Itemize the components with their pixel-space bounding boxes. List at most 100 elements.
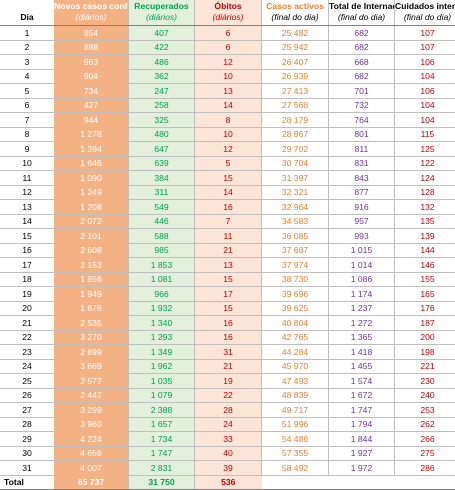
cell-internados: 811 [329,142,395,157]
cell-obitos: 14 [195,185,262,200]
cell-internados: 1 672 [329,388,395,403]
cell-internados: 1 418 [329,345,395,360]
cell-confirmados: 2 608 [54,243,129,258]
cell-dia: 8 [0,127,54,142]
cell-dia: 3 [0,55,54,70]
cell-dia: 24 [0,359,54,374]
cell-dia: 22 [0,330,54,345]
cell-dia: 17 [0,258,54,273]
cell-confirmados: 3 669 [54,359,129,374]
cell-dia: 7 [0,113,54,128]
cell-confirmados: 1 249 [54,185,129,200]
header-intensivos-sub: (final do dia) [395,12,455,23]
cell-internados: 701 [329,84,395,99]
header-confirmados: Novos casos confirmados (diários) [54,0,129,26]
cell-internados: 1 927 [329,446,395,461]
cell-dia: 16 [0,243,54,258]
cell-activos: 39 696 [262,287,329,302]
header-obitos-sub: (diários) [195,12,261,23]
cell-obitos: 39 [195,461,262,476]
cell-confirmados: 2 153 [54,258,129,273]
cell-confirmados: 427 [54,98,129,113]
cell-activos: 57 355 [262,446,329,461]
cell-internados: 1 086 [329,272,395,287]
cell-intensivos: 106 [395,84,455,99]
cell-dia: 1 [0,26,54,41]
cell-intensivos: 176 [395,301,455,316]
cell-recuperados: 247 [129,84,195,99]
cell-recuperados: 588 [129,229,195,244]
cell-recuperados: 639 [129,156,195,171]
cell-internados: 1 747 [329,403,395,418]
cell-obitos: 6 [195,40,262,55]
cell-activos: 38 730 [262,272,329,287]
header-recuperados-sub: (diários) [129,12,194,23]
cell-intensivos: 253 [395,403,455,418]
cell-confirmados: 2 535 [54,316,129,331]
cell-intensivos: 198 [395,345,455,360]
cell-intensivos: 286 [395,461,455,476]
cell-dia: 20 [0,301,54,316]
cell-recuperados: 1 657 [129,417,195,432]
cell-obitos: 19 [195,374,262,389]
cell-intensivos: 106 [395,55,455,70]
cell-dia: 28 [0,417,54,432]
cell-activos: 34 583 [262,214,329,229]
cell-dia: 5 [0,84,54,99]
cell-obitos: 12 [195,142,262,157]
cell-internados: 1 794 [329,417,395,432]
header-obitos: Óbitos (diários) [195,0,262,26]
cell-internados: 1 455 [329,359,395,374]
cell-internados: 682 [329,40,395,55]
cell-intensivos: 262 [395,417,455,432]
cell-internados: 1 272 [329,316,395,331]
cell-intensivos: 266 [395,432,455,447]
cell-dia: 4 [0,69,54,84]
cell-activos: 44 284 [262,345,329,360]
cell-recuperados: 1 962 [129,359,195,374]
cell-recuperados: 1 734 [129,432,195,447]
cell-obitos: 6 [195,26,262,41]
cell-activos: 26 939 [262,69,329,84]
cell-confirmados: 854 [54,26,129,41]
cell-obitos: 7 [195,214,262,229]
cell-recuperados: 2 831 [129,461,195,476]
cell-recuperados: 1 853 [129,258,195,273]
cell-intensivos: 221 [395,359,455,374]
cell-intensivos: 115 [395,127,455,142]
cell-intensivos: 104 [395,98,455,113]
cell-recuperados: 407 [129,26,195,41]
cell-activos: 49 717 [262,403,329,418]
totals-row: Total 65 737 31 750 536 [0,475,455,490]
cell-obitos: 5 [195,156,262,171]
cell-dia: 21 [0,316,54,331]
cell-obitos: 8 [195,113,262,128]
cell-activos: 29 702 [262,142,329,157]
cell-confirmados: 888 [54,40,129,55]
header-dia: Dia [0,0,54,26]
cell-confirmados: 1 090 [54,171,129,186]
cell-recuperados: 446 [129,214,195,229]
cell-activos: 25 942 [262,40,329,55]
cell-activos: 51 996 [262,417,329,432]
cell-confirmados: 4 224 [54,432,129,447]
cell-intensivos: 165 [395,287,455,302]
cell-obitos: 16 [195,330,262,345]
cell-obitos: 15 [195,301,262,316]
cell-activos: 37 974 [262,258,329,273]
cell-confirmados: 1 876 [54,301,129,316]
cell-obitos: 21 [195,359,262,374]
